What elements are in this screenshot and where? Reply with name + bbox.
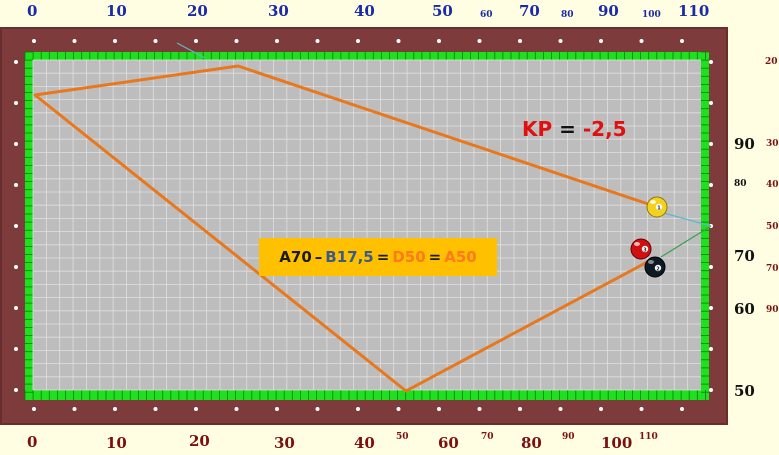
cushion-segments — [24, 51, 709, 400]
aim-line-right — [659, 211, 712, 227]
formula-b: B17,5 — [325, 248, 374, 266]
top-scale-60: 60 — [480, 10, 493, 20]
formula-eq1: = — [376, 248, 390, 266]
bottom-scale-10: 10 — [106, 434, 127, 452]
kp-name: KP — [522, 117, 553, 141]
top-scale-80: 80 — [561, 10, 574, 20]
top-scale-20: 20 — [187, 2, 208, 20]
right-inner-30: 30 — [766, 139, 779, 149]
bottom-scale-20: 20 — [189, 432, 210, 450]
bottom-scale-40: 40 — [354, 434, 375, 452]
top-scale-100: 100 — [642, 10, 661, 20]
bottom-scale-90: 90 — [562, 432, 575, 442]
ball-2: 2 — [644, 256, 666, 278]
formula-box: A70 – B17,5 = D50 = A50 — [259, 238, 497, 276]
right-inner-40: 40 — [766, 180, 779, 190]
right-scale-90: 90 — [734, 135, 755, 153]
bottom-scale-0: 0 — [27, 433, 38, 451]
bottom-scale-60: 60 — [438, 434, 459, 452]
kp-label: KP = -2,5 — [522, 117, 627, 141]
right-scale-70: 70 — [734, 247, 755, 265]
bottom-scale-70: 70 — [481, 432, 494, 442]
ball-3: 3 — [630, 238, 652, 260]
top-scale-90: 90 — [598, 2, 619, 20]
right-inner-50: 50 — [766, 222, 779, 232]
formula-eq2: = — [428, 248, 442, 266]
top-scale-0: 0 — [27, 2, 38, 20]
bottom-scale-30: 30 — [274, 434, 295, 452]
formula-a2: A50 — [444, 248, 477, 266]
ball-1: 1 — [646, 196, 668, 218]
top-scale-40: 40 — [354, 2, 375, 20]
bottom-scale-50: 50 — [396, 432, 409, 442]
right-scale-50: 50 — [734, 382, 755, 400]
cloth-grid — [32, 59, 701, 391]
svg-text:2: 2 — [656, 267, 660, 273]
rail-diamonds — [14, 39, 713, 411]
formula-dash: – — [314, 248, 323, 266]
green-line-right — [660, 225, 712, 258]
ball-path — [33, 64, 658, 393]
right-inner-70: 70 — [766, 264, 779, 274]
top-scale-70: 70 — [519, 2, 540, 20]
aim-line-top — [176, 42, 206, 59]
formula-a: A70 — [279, 248, 312, 266]
right-scale-80: 80 — [734, 179, 747, 189]
top-scale-10: 10 — [106, 2, 127, 20]
right-inner-20: 20 — [765, 57, 778, 67]
bottom-scale-110: 110 — [639, 432, 658, 442]
bottom-scale-80: 80 — [521, 434, 542, 452]
kp-equals: = — [559, 117, 576, 141]
top-scale-50: 50 — [432, 2, 453, 20]
svg-text:1: 1 — [657, 206, 661, 212]
formula-d: D50 — [392, 248, 426, 266]
svg-text:3: 3 — [643, 248, 647, 254]
right-scale-60: 60 — [734, 300, 755, 318]
bottom-scale-100: 100 — [601, 434, 633, 452]
kp-value: -2,5 — [582, 117, 627, 141]
top-scale-110: 110 — [678, 2, 710, 20]
top-scale-30: 30 — [268, 2, 289, 20]
right-inner-90: 90 — [766, 305, 779, 315]
